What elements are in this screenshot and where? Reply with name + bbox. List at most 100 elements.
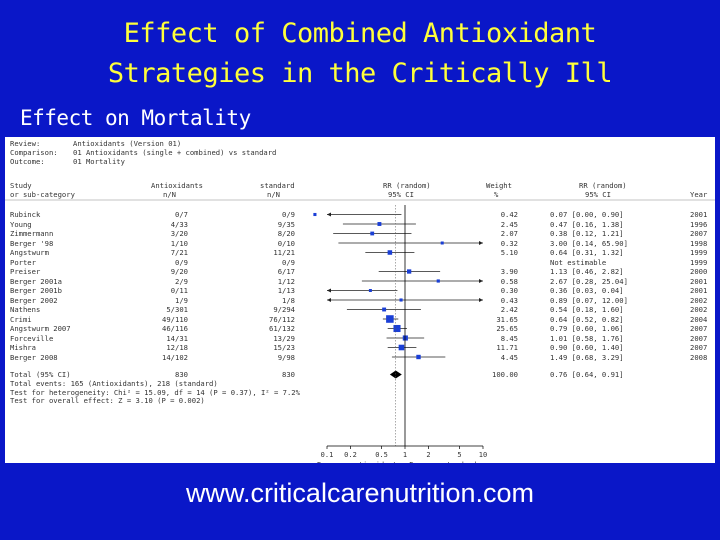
total-antioxidants: 830 xyxy=(175,370,188,379)
study-name: Young xyxy=(10,219,32,229)
study-antioxidants-nn: 0/7 xyxy=(175,210,188,219)
study-standard-nn: 0/10 xyxy=(277,238,295,248)
study-rr-ci: 0.54 [0.18, 1.60] xyxy=(550,305,624,314)
study-standard-nn: 1/13 xyxy=(277,286,295,295)
study-antioxidants-nn: 3/20 xyxy=(170,229,188,238)
study-rr-ci: Not estimable xyxy=(550,257,607,267)
study-year: 2007 xyxy=(690,229,708,238)
study-antioxidants-nn: 1/9 xyxy=(175,295,188,305)
study-antioxidants-nn: 0/9 xyxy=(175,257,188,267)
study-standard-nn: 9/294 xyxy=(273,305,295,314)
header-antioxidants-nn: n/N xyxy=(163,190,176,199)
study-antioxidants-nn: 1/10 xyxy=(170,238,188,248)
summary-note: Test for heterogeneity: Chi² = 15.09, df… xyxy=(10,387,300,397)
ci-arrow-left xyxy=(327,288,331,293)
study-year: 1998 xyxy=(690,238,708,248)
x-label-favours-standard: Favours standard xyxy=(409,461,476,463)
ci-arrow-right xyxy=(479,279,483,283)
study-standard-nn: 15/23 xyxy=(273,343,295,352)
study-point-estimate xyxy=(399,298,403,302)
ci-arrow-right xyxy=(479,241,483,245)
study-point-estimate xyxy=(440,241,444,245)
study-year: 1999 xyxy=(690,257,708,267)
study-name: Berger 2008 xyxy=(10,352,58,362)
study-weight: 2.07 xyxy=(500,229,518,238)
study-rr-ci: 0.07 [0.00, 0.90] xyxy=(550,210,624,219)
study-point-estimate xyxy=(398,344,405,351)
study-name: Crimi xyxy=(10,314,32,324)
study-name: Berger '98 xyxy=(10,238,54,248)
study-year: 1996 xyxy=(690,219,708,229)
study-year: 2000 xyxy=(690,267,708,276)
header-rr-random: RR (random) xyxy=(383,181,431,190)
study-name: Forceville xyxy=(10,333,54,343)
study-weight: 5.10 xyxy=(500,248,518,257)
study-standard-nn: 0/9 xyxy=(282,210,295,219)
study-standard-nn: 13/29 xyxy=(273,333,295,343)
study-year: 2007 xyxy=(690,324,708,333)
meta-label-outcome: Outcome: xyxy=(10,157,45,166)
study-standard-nn: 61/132 xyxy=(269,324,295,333)
study-point-estimate xyxy=(393,324,401,333)
study-antioxidants-nn: 49/110 xyxy=(162,314,188,324)
header-standard-nn: n/N xyxy=(267,190,280,199)
x-tick-label: 2 xyxy=(426,451,430,459)
meta-label-comparison: Comparison: xyxy=(10,148,58,157)
study-name: Zimmermann xyxy=(10,229,54,238)
study-rr-ci: 1.49 [0.68, 3.29] xyxy=(550,352,624,362)
study-standard-nn: 8/20 xyxy=(277,229,295,238)
x-label-favours-antioxidants: Favours antioxidants xyxy=(317,461,401,463)
study-name: Berger 2001b xyxy=(10,286,62,295)
study-point-estimate xyxy=(377,222,382,226)
study-year: 2008 xyxy=(690,352,708,362)
study-point-estimate xyxy=(382,307,387,312)
study-name: Nathens xyxy=(10,305,41,314)
study-year: 2002 xyxy=(690,295,708,305)
study-year: 2004 xyxy=(690,314,708,324)
study-point-estimate xyxy=(368,289,372,292)
study-standard-nn: 76/112 xyxy=(269,314,295,324)
study-year: 2007 xyxy=(690,333,708,343)
meta-value-review: Antioxidants (Version 01) xyxy=(73,139,182,148)
study-antioxidants-nn: 0/11 xyxy=(170,286,188,295)
study-standard-nn: 6/17 xyxy=(277,267,295,276)
study-name: Porter xyxy=(10,257,36,267)
study-standard-nn: 1/12 xyxy=(277,276,295,286)
study-point-estimate xyxy=(436,279,440,283)
ci-arrow-left xyxy=(327,212,331,217)
study-weight: 8.45 xyxy=(500,333,518,343)
header-standard: standard xyxy=(260,181,295,190)
study-year: 2002 xyxy=(690,305,708,314)
meta-label-review: Review: xyxy=(10,139,41,148)
study-year: 2001 xyxy=(690,210,708,219)
study-year: 2001 xyxy=(690,286,708,295)
study-rr-ci: 0.36 [0.03, 0.04] xyxy=(550,286,624,295)
study-point-estimate xyxy=(407,269,412,274)
study-point-estimate xyxy=(386,315,394,323)
header-rr-random-2: RR (random) xyxy=(579,181,627,190)
study-rr-ci: 0.64 [0.31, 1.32] xyxy=(550,248,624,257)
meta-value-outcome: 01 Mortality xyxy=(73,157,125,166)
study-standard-nn: 1/8 xyxy=(282,295,295,305)
x-tick-label: 0.1 xyxy=(321,451,334,459)
x-tick-label: 0.2 xyxy=(344,451,357,459)
study-antioxidants-nn: 12/18 xyxy=(166,343,188,352)
meta-value-comparison: 01 Antioxidants (single + combined) vs s… xyxy=(73,148,277,157)
study-point-estimate xyxy=(313,212,317,217)
study-name: Mishra xyxy=(10,343,36,352)
study-rr-ci: 3.00 [0.14, 65.90] xyxy=(550,238,628,248)
study-standard-nn: 11/21 xyxy=(273,248,295,257)
x-tick-label: 1 xyxy=(403,451,407,459)
slide-subtitle: Effect on Mortality xyxy=(20,106,251,130)
summary-note: Total events: 165 (Antioxidants), 218 (s… xyxy=(10,379,218,388)
study-standard-nn: 9/35 xyxy=(277,219,295,229)
total-label: Total (95% CI) xyxy=(10,370,71,379)
study-weight: 0.32 xyxy=(500,238,518,248)
forest-plot-svg: 0.1 0.2 0.5 1 2 5 10 Favours antioxidants Favour… xyxy=(5,199,715,463)
study-antioxidants-nn: 5/301 xyxy=(166,305,188,314)
study-rr-ci: 2.67 [0.28, 25.04] xyxy=(550,276,628,286)
study-weight: 31.65 xyxy=(496,314,518,324)
header-rr-ci-2: 95% CI xyxy=(585,190,611,199)
study-weight: 0.58 xyxy=(500,276,518,286)
ci-arrow-left xyxy=(327,298,331,302)
